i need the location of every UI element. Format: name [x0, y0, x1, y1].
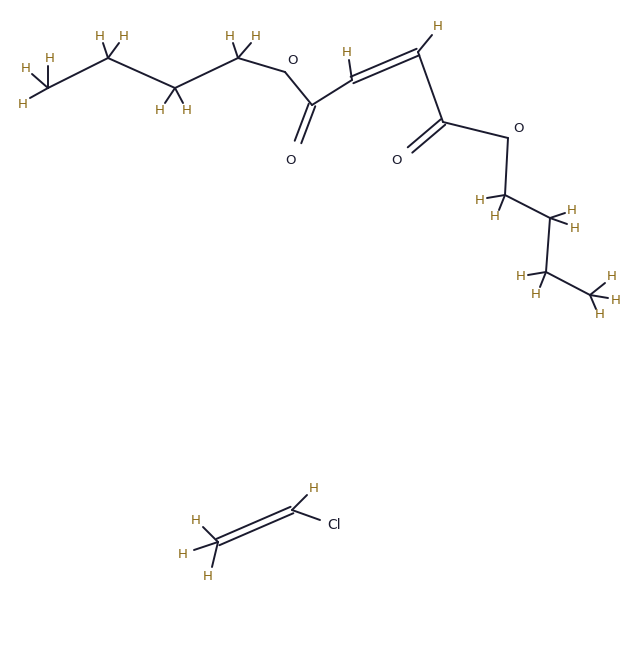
- Text: H: H: [45, 52, 55, 65]
- Text: H: H: [182, 103, 192, 116]
- Text: H: H: [309, 481, 319, 494]
- Text: H: H: [595, 309, 605, 322]
- Text: H: H: [21, 61, 31, 75]
- Text: H: H: [119, 29, 129, 43]
- Text: H: H: [433, 20, 443, 33]
- Text: H: H: [611, 294, 621, 307]
- Text: H: H: [516, 271, 526, 283]
- Text: H: H: [251, 29, 261, 43]
- Text: H: H: [225, 29, 235, 43]
- Text: H: H: [475, 194, 485, 207]
- Text: H: H: [95, 29, 105, 43]
- Text: H: H: [203, 570, 213, 583]
- Text: H: H: [342, 46, 352, 58]
- Text: O: O: [391, 154, 401, 167]
- Text: H: H: [531, 288, 541, 300]
- Text: H: H: [607, 271, 617, 283]
- Text: O: O: [285, 154, 295, 167]
- Text: O: O: [513, 122, 523, 135]
- Text: H: H: [567, 203, 577, 216]
- Text: H: H: [191, 513, 201, 526]
- Text: Cl: Cl: [327, 518, 341, 532]
- Text: O: O: [288, 54, 299, 67]
- Text: H: H: [18, 97, 28, 111]
- Text: H: H: [490, 211, 500, 224]
- Text: H: H: [155, 103, 165, 116]
- Text: H: H: [570, 222, 580, 235]
- Text: H: H: [178, 547, 188, 560]
